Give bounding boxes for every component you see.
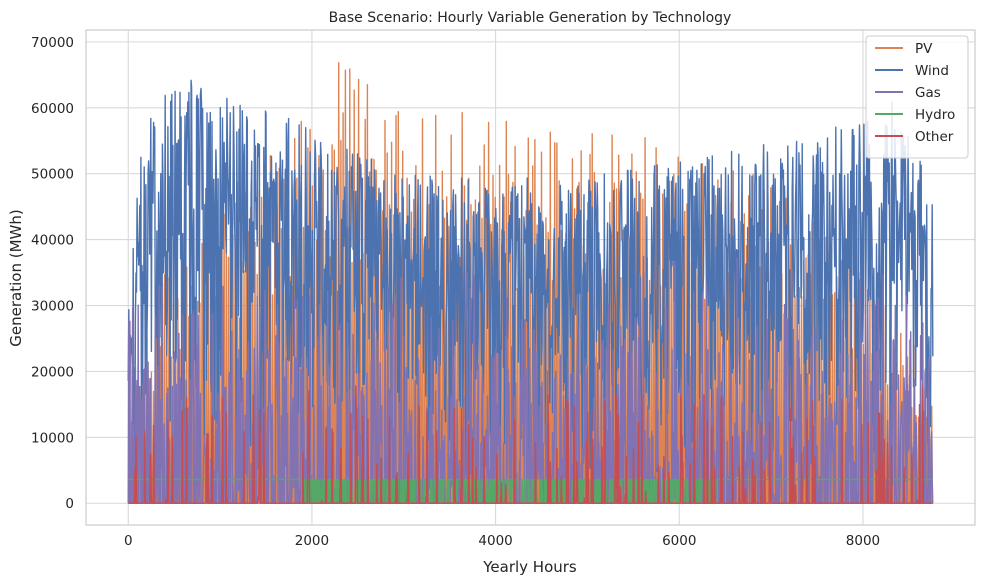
y-tick-label: 10000 [31, 430, 74, 446]
x-tick-label: 6000 [662, 533, 696, 549]
x-tick-label: 8000 [846, 533, 880, 549]
x-tick-labels: 0 2000 4000 6000 8000 [124, 533, 880, 549]
legend-box [865, 35, 969, 159]
x-axis-label: Yearly Hours [482, 558, 577, 576]
y-tick-label: 70000 [31, 35, 74, 51]
y-tick-labels: 0 10000 20000 30000 40000 50000 60000 70000 [31, 35, 74, 512]
legend-label-hydro: Hydro [915, 107, 955, 123]
x-tick-label: 0 [124, 533, 133, 549]
y-tick-label: 60000 [31, 101, 74, 117]
x-tick-label: 2000 [295, 533, 329, 549]
plot-frame [85, 29, 976, 526]
y-tick-label: 50000 [31, 167, 74, 183]
legend-label-pv: PV [915, 41, 933, 57]
y-tick-label: 0 [65, 496, 74, 512]
legend-label-wind: Wind [915, 63, 949, 79]
y-tick-label: 30000 [31, 299, 74, 315]
legend-label-gas: Gas [915, 85, 941, 101]
series-line-wind [127, 79, 934, 478]
series-layer [127, 62, 934, 504]
y-tick-label: 20000 [31, 364, 74, 380]
y-tick-label: 40000 [31, 233, 74, 249]
chart-title: Base Scenario: Hourly Variable Generatio… [329, 10, 732, 26]
y-axis-label: Generation (MWh) [7, 209, 25, 346]
legend-label-other: Other [915, 129, 954, 145]
legend: PV Wind Gas Hydro Other [865, 35, 969, 159]
x-tick-label: 4000 [478, 533, 512, 549]
series-line-other [128, 385, 933, 504]
